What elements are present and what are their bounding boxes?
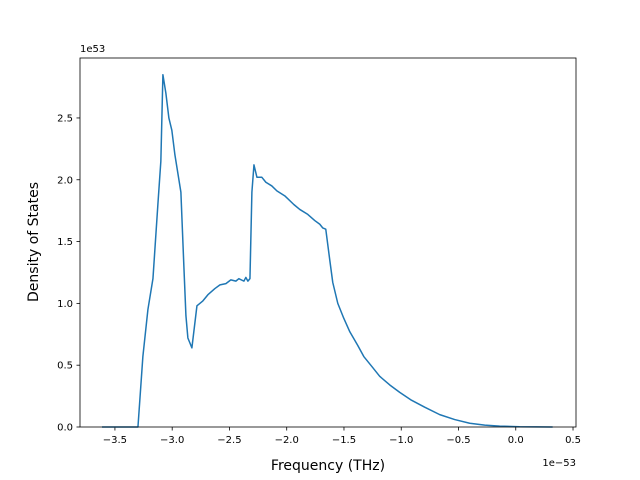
x-tick-label: −1.0 xyxy=(389,435,413,446)
x-tick-label: 0.0 xyxy=(508,435,524,446)
y-tick-label: 2.0 xyxy=(57,175,73,186)
x-tick-label: −3.0 xyxy=(160,435,184,446)
y-offset-label: 1e53 xyxy=(80,44,105,55)
x-offset-label: 1e−53 xyxy=(542,458,576,469)
x-tick-label: 0.5 xyxy=(565,435,581,446)
x-tick-label: −1.5 xyxy=(332,435,356,446)
plot-frame xyxy=(79,57,577,428)
x-tick-label: −3.5 xyxy=(103,435,127,446)
x-tick-label: −2.0 xyxy=(275,435,299,446)
x-axis-label: Frequency (THz) xyxy=(271,458,385,474)
y-tick-label: 1.0 xyxy=(57,299,73,310)
y-tick-label: 0.5 xyxy=(57,361,73,372)
x-tick-label: −0.5 xyxy=(446,435,470,446)
data-line xyxy=(101,73,553,428)
y-axis-label: Density of States xyxy=(26,182,42,302)
y-tick-label: 0.0 xyxy=(57,423,73,434)
x-tick-label: −2.5 xyxy=(217,435,241,446)
y-tick-label: 2.5 xyxy=(57,113,73,124)
y-tick-label: 1.5 xyxy=(57,237,73,248)
